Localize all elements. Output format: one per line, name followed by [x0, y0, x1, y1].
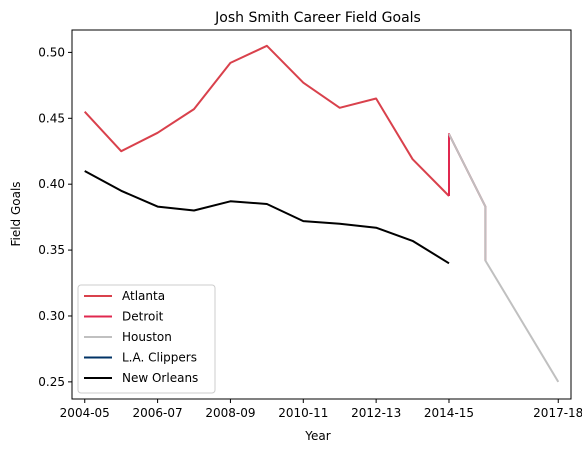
chart-title: Josh Smith Career Field Goals	[214, 10, 421, 26]
y-tick-label: 0.30	[38, 309, 65, 323]
y-tick-label: 0.45	[38, 111, 65, 125]
legend-label: New Orleans	[122, 371, 198, 385]
x-tick-label: 2010-11	[278, 406, 328, 420]
x-tick-label: 2004-05	[60, 406, 110, 420]
x-tick-label: 2006-07	[133, 406, 183, 420]
x-axis-title: Year	[304, 429, 330, 443]
x-tick-label: 2008-09	[205, 406, 255, 420]
plot-frame	[71, 29, 572, 400]
x-tick-label: 2017-18	[533, 406, 582, 420]
y-tick-label: 0.35	[38, 243, 65, 257]
series-line-houston	[448, 133, 560, 383]
legend-label: Detroit	[122, 310, 164, 324]
y-axis-title: Field Goals	[9, 181, 23, 246]
legend-label: Atlanta	[122, 289, 165, 303]
y-tick-label: 0.40	[38, 177, 65, 191]
series-line-new-orleans	[84, 170, 450, 265]
y-tick-label: 0.50	[38, 45, 65, 59]
series-layer	[83, 44, 560, 383]
legend-box	[77, 284, 216, 394]
axis-ticks: 2004-05 2006-07 2008-09 2010-11 2012-13 2014-…	[38, 45, 582, 420]
y-tick-label: 0.25	[38, 375, 65, 389]
series-line-atlanta	[83, 44, 450, 197]
legend-label: Houston	[122, 330, 172, 344]
legend-label: L.A. Clippers	[122, 351, 197, 365]
x-tick-label: 2012-13	[351, 406, 401, 420]
x-tick-label: 2014-15	[424, 406, 474, 420]
legend: Atlanta Detroit Houston L.A. Clippers New Or…	[77, 284, 216, 394]
